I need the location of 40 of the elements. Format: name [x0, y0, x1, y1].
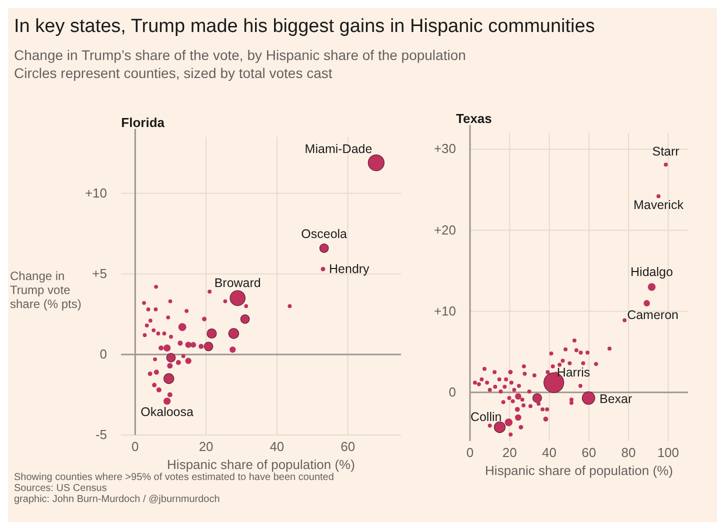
text: Change in Trump’s share of the vote, by Hispanic share of the population Circles represent counties, sized by total votes cast — [14, 47, 466, 81]
x-tick-label: 100 — [657, 445, 680, 460]
annotation: Maverick — [633, 198, 684, 212]
annotation: Hidalgo — [630, 265, 673, 279]
y-tick-label: +20 — [434, 222, 456, 238]
x-axis-title: Hispanic share of population (%) — [485, 463, 673, 478]
x-tick-label: 20 — [502, 445, 517, 460]
text: Showing counties where >95% of votes estimated to have been counted — [14, 472, 334, 483]
annotation: Cameron — [627, 308, 679, 322]
annotation: Okaloosa — [140, 405, 194, 420]
chart-title: Florida — [121, 115, 166, 130]
annotation: Broward — [214, 276, 261, 290]
text: graphic: John Burn-Murdoch / @jburnmurdoch — [14, 494, 220, 505]
x-tick-label: 0 — [466, 445, 474, 460]
y-axis-title: Change in Trump vote share (% pts) — [10, 269, 82, 311]
x-tick-label: 60 — [340, 439, 356, 454]
annotation: Bexar — [600, 392, 632, 406]
y-tick-label: +10 — [434, 303, 456, 318]
y-tick-label: 0 — [100, 346, 107, 362]
x-tick-label: 40 — [270, 439, 284, 454]
chart-title: Texas — [456, 111, 492, 126]
x-tick-label: 60 — [582, 445, 596, 460]
text: In key states, Trump made his biggest gains in Hispanic communities — [14, 16, 595, 37]
annotation: Starr — [652, 144, 680, 159]
y-tick-label: 0 — [448, 384, 456, 400]
annotation: Harris — [556, 366, 590, 380]
y-tick-label: +30 — [434, 141, 456, 156]
annotation: Collin — [470, 410, 502, 424]
y-tick-label: +10 — [84, 185, 107, 200]
source-note: Sources: US Census — [14, 483, 107, 494]
x-tick-label: 40 — [542, 445, 557, 460]
annotation: Hendry — [329, 262, 370, 276]
y-tick-label: +5 — [92, 266, 107, 281]
annotation: Miami-Dade — [304, 142, 372, 156]
x-tick-label: 20 — [198, 439, 214, 454]
y-tick-label: -5 — [95, 427, 107, 442]
x-axis-title: Hispanic share of population (%) — [167, 457, 355, 472]
x-tick-label: 0 — [132, 439, 139, 454]
x-tick-label: 80 — [621, 445, 636, 460]
annotation: Osceola — [301, 227, 348, 242]
